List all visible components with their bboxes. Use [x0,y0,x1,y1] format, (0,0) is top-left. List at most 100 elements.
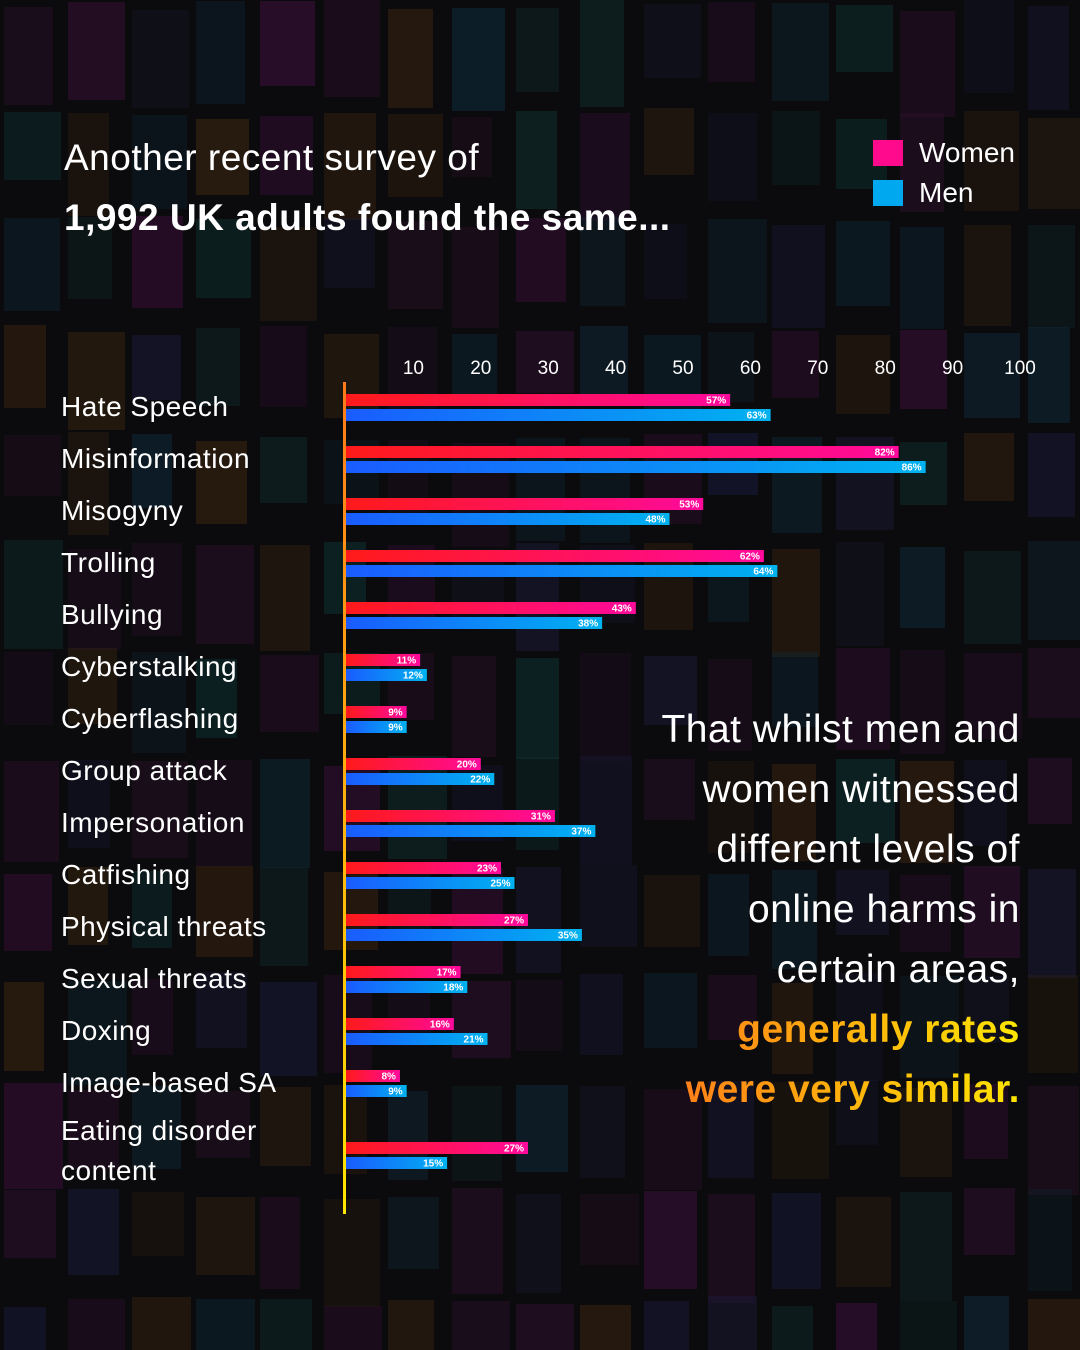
background-block [964,1296,1009,1350]
background-block [4,1083,63,1189]
background-block [772,111,820,185]
x-tick-label: 40 [605,358,626,379]
background-block [580,1086,625,1178]
background-block [964,653,1022,739]
background-block [68,648,117,724]
background-block [132,761,188,858]
background-block [708,219,767,323]
category-label: Misogyny [61,495,183,526]
background-block [644,1089,702,1190]
background-block [388,1197,439,1269]
background-block [260,326,307,407]
background-block [964,1084,1008,1159]
background-block [452,443,509,547]
category-label: Impersonation [61,807,245,838]
legend: Women Men [873,133,1015,213]
background-block [772,764,816,861]
bar-value-label: 38% [578,619,598,630]
background-block [836,1303,877,1350]
background-block [260,437,307,503]
bar-value-label: 53% [679,500,699,511]
category-label: Bullying [61,599,163,630]
bar-men [346,409,771,421]
bar-value-label: 22% [470,775,490,786]
bar-value-label: 64% [753,567,773,578]
headline-line-1: Another recent survey of [64,137,480,178]
bar-value-label: 43% [612,604,632,615]
bar-chart: 10 20 30 40 50 60 70 80 90 100 Hate Speech Misinfo… [61,358,1036,1214]
bar-men [346,773,495,785]
background-block [324,113,376,220]
bar-value-label: 16% [430,1020,450,1031]
background-block [836,5,893,72]
bar-men [346,1157,448,1169]
background-block [772,3,829,101]
background-block [1028,433,1075,517]
background-block [964,551,1021,644]
background-block [4,7,53,105]
background-block [196,119,249,195]
background-block [260,1197,300,1289]
background-block [708,975,757,1040]
background-block [644,656,697,725]
bar-value-label: 63% [747,411,767,422]
headline-line-2: 1,992 UK adults found the same... [64,197,671,238]
bar-value-label: 82% [875,448,895,459]
background-block [1028,6,1069,110]
background-block [68,217,112,299]
background-block [68,760,110,848]
bar-value-label: 9% [388,723,403,734]
bar-women [346,914,528,926]
category-label: Hate Speech [61,391,228,422]
background-block [580,0,624,107]
background-block [708,761,754,853]
background-block [516,980,563,1051]
callout-highlight-line: were very similar. [661,1060,1020,1120]
background-block [900,11,955,117]
background-block [452,981,511,1058]
bar-men [346,981,468,993]
background-block [772,1306,813,1350]
x-tick-label: 90 [942,358,963,379]
background-block [836,759,895,843]
background-block [772,1082,829,1179]
background-block [708,2,755,82]
category-label: Trolling [61,547,156,578]
x-tick-label: 60 [740,358,761,379]
background-block [452,1301,510,1350]
callout-line: That whilst men and [661,708,1020,751]
background-block [1028,869,1076,978]
background-block [580,326,628,400]
category-label: Sexual threats [61,963,247,994]
category-label: Group attack [61,755,228,786]
background-block [644,108,694,175]
category-label: Eating disorder [61,1115,257,1146]
background-block [708,659,752,751]
legend-swatch-men [873,180,903,206]
bar-women [346,550,764,562]
background-block [260,545,310,651]
background-block [68,332,125,430]
category-labels: Hate Speech Misinformation Misogyny Trollin… [61,391,276,1186]
bar-women [346,706,407,718]
background-block [4,761,59,862]
background-block [132,871,172,948]
bar-women [346,1070,400,1082]
background-block [260,655,319,732]
background-block [644,1191,697,1289]
background-block [1028,225,1075,328]
background-block [964,333,1020,418]
background-block [580,1305,631,1350]
background-block [516,1194,561,1293]
background-block [260,1,315,86]
background-block [260,982,317,1076]
background-block [580,217,625,306]
background-block [1028,648,1080,718]
background-block [4,218,60,311]
background-block [772,652,818,727]
background-block [836,542,884,646]
background-block [964,433,1014,501]
background-block [1028,118,1080,209]
background-block [388,221,443,309]
background-block [964,1188,1015,1255]
